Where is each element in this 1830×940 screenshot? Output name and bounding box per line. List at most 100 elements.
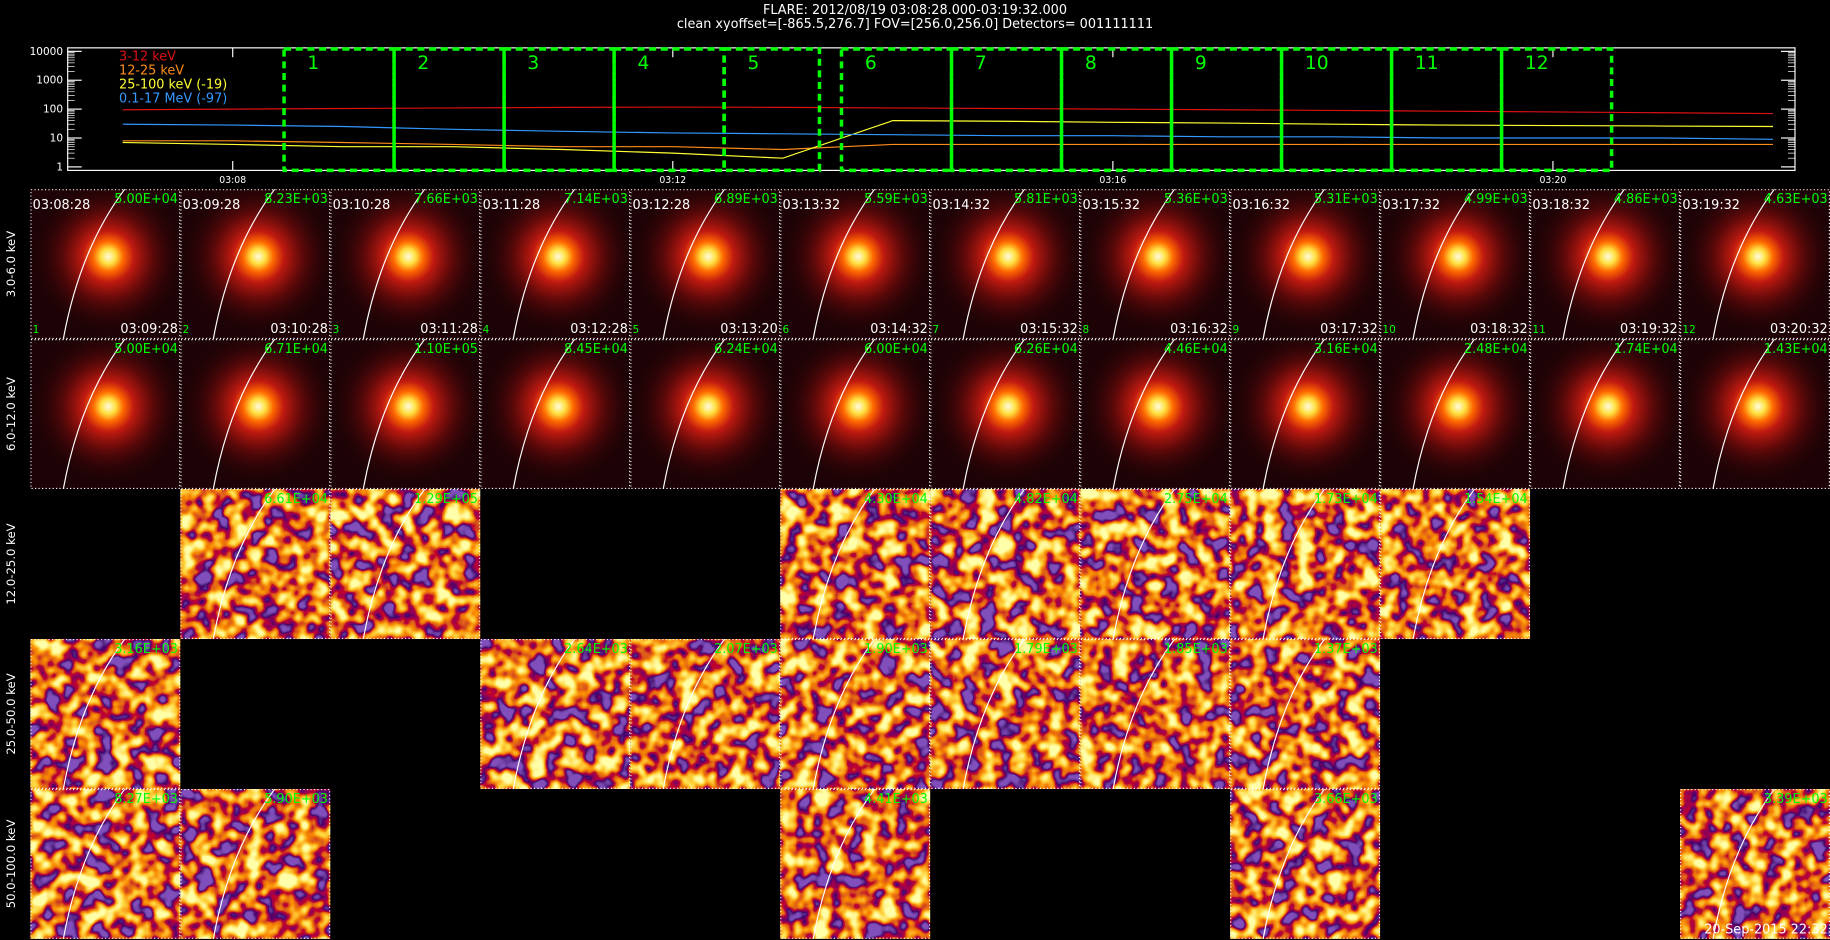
peak-value: 6.26E+04	[1014, 342, 1078, 357]
interval-end: 03:10:28	[270, 322, 328, 337]
image-panel: 4.46E+04	[1080, 339, 1231, 490]
peak-value: 3.66E+03	[1314, 792, 1378, 807]
solar-limb	[1412, 189, 1476, 340]
image-panel: 2.07E+03	[630, 638, 781, 789]
panel-border	[1680, 788, 1830, 939]
peak-value: 5.81E+03	[1014, 192, 1078, 207]
solar-limb	[62, 339, 126, 490]
solar-limb	[1112, 339, 1176, 490]
image-panel: 6.26E+04	[930, 339, 1081, 490]
interval-end: 03:15:32	[1020, 322, 1078, 337]
solar-limb	[62, 638, 126, 789]
source-halo	[33, 339, 181, 482]
header-subtitle: clean xyoffset=[-865.5,276.7] FOV=[256.0…	[677, 17, 1153, 32]
source-halo	[1683, 339, 1830, 482]
interval-index: 3	[333, 324, 340, 336]
interval-start: 03:14:32	[933, 198, 991, 213]
solar-limb	[1562, 189, 1626, 340]
panel-border	[1230, 339, 1381, 490]
image-panel: 3.16E+04	[1230, 339, 1381, 490]
panel-border	[1080, 339, 1231, 490]
noise-image	[180, 788, 331, 939]
image-panel: 7.14E+03 03:11:28 03:12:28 4	[480, 189, 631, 340]
solar-limb	[1412, 339, 1476, 490]
interval-index: 1	[33, 324, 40, 336]
peak-value: 1.85E+03	[1164, 642, 1228, 657]
image-panel: 1.90E+03	[780, 638, 931, 789]
image-panel: 1.74E+04	[1530, 339, 1681, 490]
source-halo	[1233, 339, 1381, 482]
peak-value: 5.31E+03	[1314, 192, 1378, 207]
image-panel: 2.75E+04	[1080, 489, 1231, 639]
solar-limb	[212, 788, 276, 939]
panel-border	[480, 638, 631, 789]
solar-limb	[62, 189, 126, 340]
peak-value: 1.29E+05	[414, 492, 478, 507]
image-panel: 5.36E+03 03:15:32 03:16:32 8	[1080, 189, 1231, 340]
panel-border	[780, 339, 931, 490]
panel-border	[180, 189, 331, 340]
panel-border	[30, 189, 181, 340]
noise-image	[30, 788, 181, 939]
solar-limb	[1262, 489, 1326, 639]
source-halo	[1533, 189, 1681, 332]
image-panel: 5.00E+04	[30, 339, 181, 490]
panel-border	[1380, 189, 1531, 340]
figure-content: FLARE: 2012/08/19 03:08:28.000-03:19:32.…	[4, 3, 1830, 939]
panel-border	[1380, 339, 1531, 490]
panel-border	[930, 189, 1081, 340]
source-halo	[33, 189, 181, 332]
solar-limb	[662, 638, 726, 789]
panel-border	[480, 339, 631, 490]
image-panel: 4.86E+03 03:18:32 03:19:32 11	[1530, 189, 1681, 340]
peak-value: 4.41E+03	[864, 792, 928, 807]
peak-value: 4.63E+03	[1764, 192, 1828, 207]
image-panel: 8.27E+03	[30, 788, 181, 939]
interval-start: 03:16:32	[1232, 198, 1290, 213]
panel-border	[1680, 339, 1830, 490]
image-panel: 6.24E+04	[630, 339, 781, 490]
peak-value: 6.61E+04	[264, 492, 328, 507]
image-panel: 1.54E+04	[1380, 489, 1531, 639]
solar-limb	[812, 489, 876, 639]
interval-end: 03:18:32	[1470, 322, 1528, 337]
source-halo	[933, 339, 1081, 482]
panel-border	[1680, 189, 1830, 340]
y-tick-label: 1000	[36, 75, 63, 87]
interval-end: 03:16:32	[1170, 322, 1228, 337]
panel-border	[930, 638, 1081, 789]
legend-entry: 25-100 keV (-19)	[119, 78, 227, 93]
image-panel: 1.73E+04	[1230, 489, 1381, 639]
solar-limb	[1712, 189, 1775, 340]
interval-start: 03:13:32	[783, 198, 841, 213]
peak-value: 5.00E+04	[114, 192, 178, 207]
solar-limb	[512, 339, 576, 490]
interval-index: 7	[933, 324, 940, 336]
image-panel: 4.82E+04	[930, 489, 1081, 639]
noise-image	[1080, 489, 1231, 639]
row-label: 3.0-6.0 keV	[4, 231, 18, 297]
panel-border	[30, 788, 181, 939]
panel-border	[480, 189, 631, 340]
interval-label: 2	[417, 53, 429, 74]
image-panel: 1.85E+03	[1080, 638, 1231, 789]
solar-limb	[62, 788, 126, 939]
legend-entry: 3-12 keV	[119, 50, 176, 65]
noise-image	[1380, 489, 1531, 639]
image-panel: 1.29E+05	[330, 489, 481, 639]
source-halo	[1083, 189, 1231, 332]
source-halo	[633, 189, 781, 332]
image-panel: 6.71E+04	[180, 339, 331, 490]
panel-border	[930, 339, 1081, 490]
interval-start: 03:19:32	[1682, 198, 1740, 213]
solar-limb	[1112, 638, 1176, 789]
y-tick-label: 10	[50, 133, 63, 145]
interval-label: 10	[1305, 53, 1329, 74]
row-label: 12.0-25.0 keV	[4, 523, 18, 604]
image-panel: 6.89E+03 03:12:28 03:13:20 5	[630, 189, 781, 340]
panel-border	[180, 489, 331, 639]
panel-border	[330, 489, 481, 639]
series-line	[122, 123, 1773, 140]
source-halo	[933, 189, 1081, 332]
